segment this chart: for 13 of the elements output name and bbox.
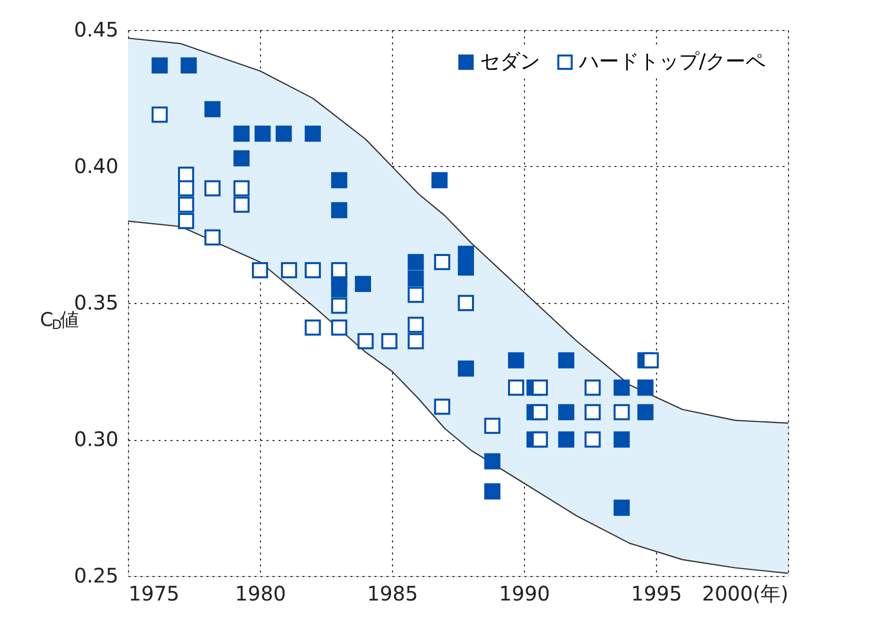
legend-label: ハードトップ/クーペ — [578, 49, 766, 74]
x-tick-label: 2000(年) — [702, 582, 788, 606]
line-series — [127, 38, 789, 424]
y-tick-label: 0.45 — [74, 18, 118, 42]
y-tick-label: 0.30 — [74, 427, 118, 451]
x-tick-label: 1990 — [499, 582, 550, 606]
x-tick-label: 1980 — [235, 582, 286, 606]
legend-label: セダン — [480, 49, 540, 74]
y-tick-label: 0.25 — [74, 564, 118, 588]
y-tick-label: 0.40 — [74, 154, 118, 178]
x-tick-label: 1975 — [128, 582, 180, 606]
x-tick-label: 1995 — [631, 582, 682, 606]
x-tick-label: 1985 — [367, 582, 418, 606]
